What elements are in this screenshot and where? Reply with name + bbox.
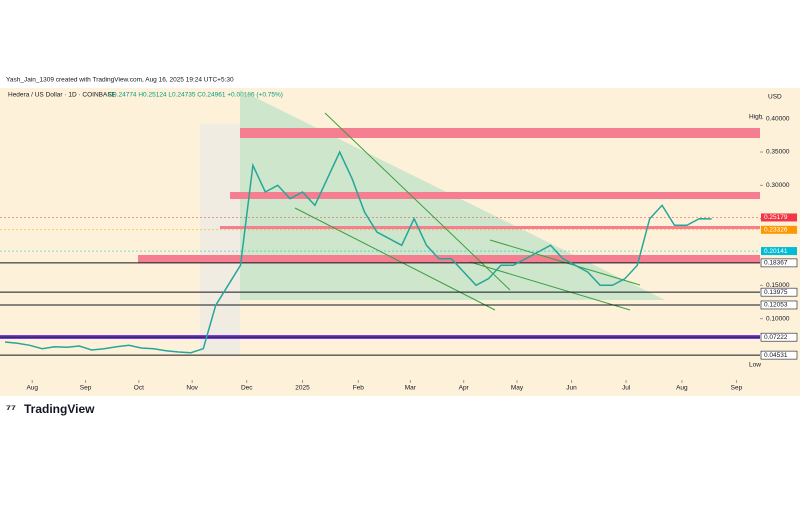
x-tick-label: Jul — [622, 385, 631, 392]
high-label: High — [749, 114, 763, 121]
level-badge — [760, 258, 798, 268]
x-tick-label: Dec — [241, 385, 253, 392]
channel-line — [324, 112, 511, 291]
x-tick-label: Apr — [459, 385, 470, 392]
x-tick-label: Mar — [405, 385, 417, 392]
x-tick-label: Aug — [676, 385, 688, 392]
brand-logo: ⁷⁷ — [6, 402, 16, 416]
level-label: 0.07222 — [764, 334, 788, 341]
level-badge — [760, 300, 798, 310]
x-tick-label: Sep — [731, 385, 743, 392]
level-badge — [760, 287, 798, 297]
level-badge — [760, 332, 798, 342]
price-badge — [761, 225, 797, 234]
price-badge — [761, 213, 797, 222]
level-label: 0.18367 — [764, 260, 788, 267]
y-tick-label: 0.10000 — [766, 315, 790, 322]
ohlc-legend: O0.24774 H0.25124 L0.24735 C0.24961 +0.0… — [108, 92, 283, 99]
y-tick-label: 0.15000 — [766, 282, 790, 289]
x-tick-label: Jun — [566, 385, 577, 392]
level-badge — [760, 350, 798, 360]
chart-title: Hedera / US Dollar · 1D · COINBASE — [8, 92, 117, 99]
currency: USD — [768, 94, 782, 101]
y-tick-label: 0.40000 — [766, 115, 790, 122]
low-label: Low — [749, 362, 761, 369]
resistance-zone — [230, 192, 760, 199]
x-tick-label: Oct — [134, 385, 144, 392]
price-badge — [761, 247, 797, 256]
level-label: 0.13975 — [764, 289, 788, 296]
x-tick-label: 2025 — [295, 385, 310, 392]
resistance-zone — [240, 128, 760, 138]
price-label: 0.20141 — [764, 248, 788, 255]
x-tick-label: Nov — [186, 385, 198, 392]
channel-line — [294, 207, 496, 311]
level-label: 0.04531 — [764, 352, 788, 359]
y-tick-label: 0.30000 — [766, 182, 790, 189]
y-tick-label: 0.35000 — [766, 149, 790, 156]
price-line-series — [4, 150, 712, 354]
level-label: 0.12053 — [764, 302, 788, 309]
x-tick-label: May — [511, 385, 524, 392]
x-tick-label: Sep — [80, 385, 92, 392]
price-label: 0.23326 — [764, 227, 788, 234]
support-zone — [220, 226, 760, 229]
range-drawing — [200, 124, 240, 354]
price-label: 0.25179 — [764, 214, 788, 221]
x-tick-label: Aug — [26, 385, 38, 392]
x-tick-label: Feb — [353, 385, 365, 392]
brand: TradingView — [24, 402, 95, 416]
credit: Yash_Jain_1309 created with TradingView.… — [6, 77, 234, 84]
